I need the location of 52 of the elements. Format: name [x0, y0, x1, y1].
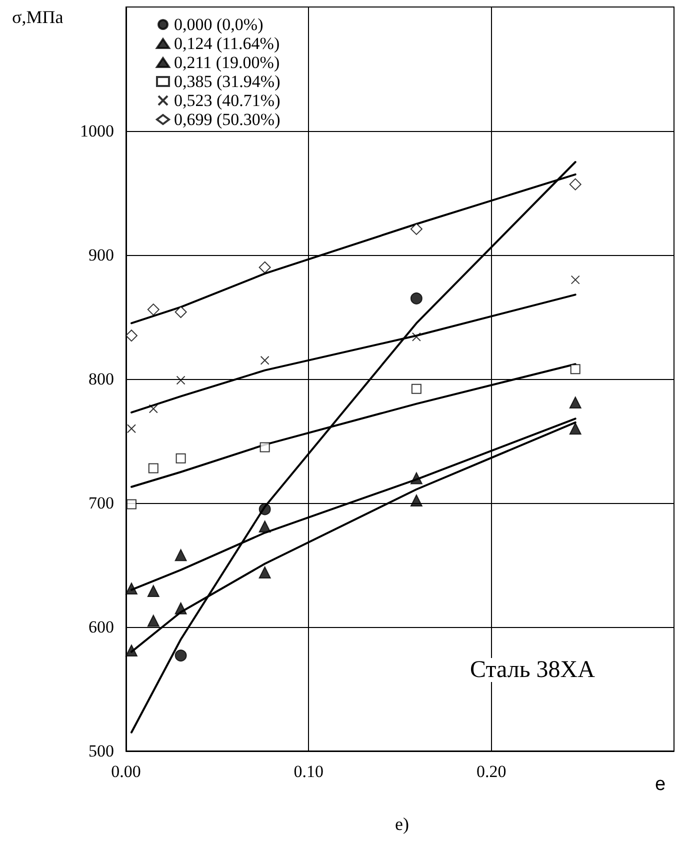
- point: [147, 614, 160, 627]
- point: [570, 364, 580, 374]
- legend-label: 0,699 (50.30%): [174, 110, 280, 129]
- point: [410, 472, 422, 484]
- x-axis-title: e: [655, 774, 666, 795]
- x-tick-label: 0.00: [111, 762, 141, 781]
- y-tick-label: 700: [88, 494, 114, 512]
- point: [569, 396, 582, 409]
- point: [148, 463, 158, 474]
- y-tick-label: 600: [88, 618, 114, 636]
- text: e): [395, 814, 409, 834]
- legend-label: 0,211 (19.00%): [174, 53, 280, 72]
- point: [174, 602, 187, 614]
- point: [260, 356, 270, 365]
- point: [125, 582, 138, 595]
- point: [410, 292, 422, 304]
- point: [126, 499, 136, 510]
- y-tick-label: 800: [88, 370, 114, 388]
- point: [148, 404, 158, 414]
- x-tick-label: 0.20: [476, 762, 506, 781]
- point: [412, 332, 421, 342]
- point: [258, 566, 271, 578]
- point: [147, 585, 160, 598]
- point: [147, 304, 160, 316]
- point: [258, 520, 271, 533]
- point: [570, 275, 580, 284]
- y-axis-title: σ,МПа: [12, 7, 64, 27]
- point: [569, 178, 582, 190]
- legend-label: 0,000 (0,0%): [174, 15, 264, 34]
- point: [411, 384, 422, 394]
- y-tick-label: 900: [88, 246, 114, 264]
- point: [410, 494, 422, 507]
- point: [176, 453, 186, 464]
- point: [258, 261, 271, 274]
- point: [258, 503, 271, 516]
- y-tick-label: 500: [88, 742, 114, 760]
- point: [174, 650, 187, 662]
- point: [174, 549, 187, 562]
- point: [125, 644, 138, 657]
- point: [174, 306, 187, 318]
- annotation: Сталь 38ХА: [470, 657, 596, 683]
- point: [410, 222, 422, 235]
- x-tick-label: 0.10: [294, 762, 324, 781]
- legend-label: 0,523 (40.71%): [174, 91, 280, 110]
- y-tick-label: 1000: [80, 122, 114, 140]
- point: [126, 424, 136, 434]
- point: [569, 422, 582, 435]
- point: [125, 330, 138, 342]
- legend-label: 0,124 (11.64%): [174, 34, 280, 53]
- point: [176, 376, 186, 385]
- point: [260, 442, 270, 452]
- legend-label: 0,385 (31.94%): [174, 72, 280, 91]
